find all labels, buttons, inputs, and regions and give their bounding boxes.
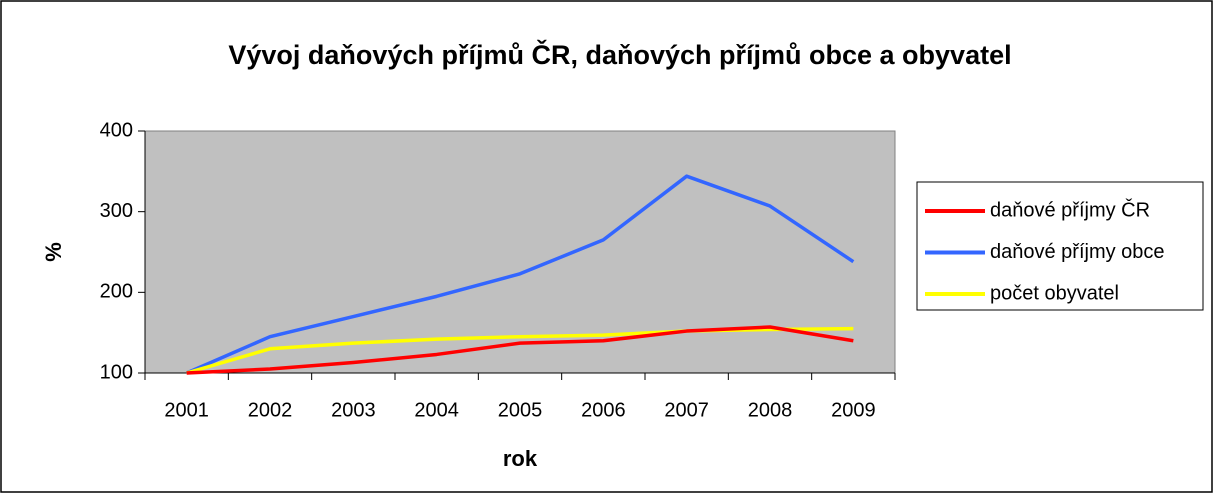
x-axis-title: rok: [503, 446, 538, 471]
plot-area: [144, 130, 896, 374]
x-tick-label: 2002: [248, 399, 293, 421]
legend-label: daňové příjmy ČR: [990, 198, 1150, 221]
x-tick-label: 2003: [331, 399, 376, 421]
series-line: [185, 174, 855, 375]
y-tick-label: 400: [100, 119, 133, 141]
y-tick-label: 100: [100, 361, 133, 383]
y-axis-title: %: [41, 242, 66, 262]
legend-label: daňové příjmy obce: [990, 241, 1165, 263]
y-tick-label: 300: [100, 200, 133, 222]
legend-box: [916, 181, 1204, 311]
series-line: [186, 325, 854, 375]
x-tick-label: 2009: [831, 399, 876, 421]
legend-label: počet obyvatel: [990, 282, 1119, 304]
x-tick-label: 2001: [164, 399, 209, 421]
x-tick-label: 2007: [664, 399, 709, 421]
x-tick-label: 2005: [498, 399, 543, 421]
x-tick-label: 2004: [414, 399, 459, 421]
x-tick-label: 2008: [748, 399, 793, 421]
y-tick-label: 200: [100, 281, 133, 303]
x-tick-label: 2006: [581, 399, 626, 421]
chart-title: Vývoj daňových příjmů ČR, daňových příjm…: [228, 39, 1011, 70]
